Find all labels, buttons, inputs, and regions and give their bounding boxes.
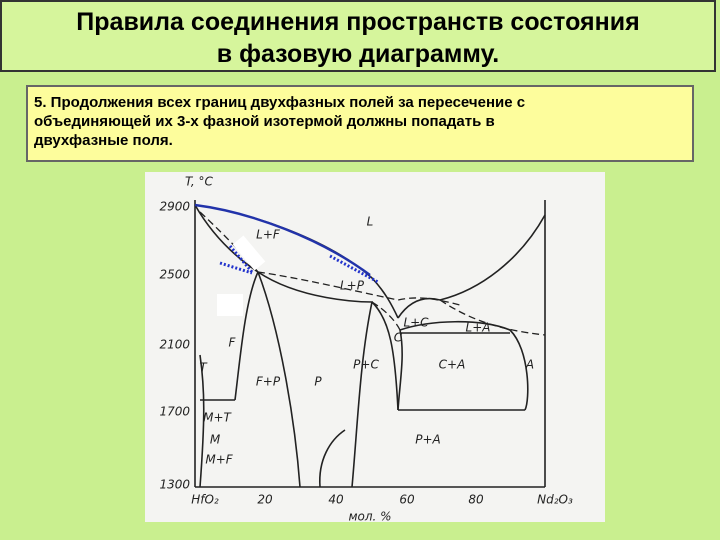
- highlight-line: [194, 203, 371, 276]
- region-label: T: [199, 361, 208, 375]
- region-label: F+P: [256, 375, 281, 389]
- x-tick-label: 60: [399, 493, 415, 507]
- x-tick-label: 20: [257, 493, 273, 507]
- title-line: в фазовую диаграмму.: [216, 40, 500, 68]
- y-tick-label: 2900: [159, 200, 190, 214]
- white-patch: [217, 294, 243, 316]
- region-label: M: [210, 433, 221, 447]
- region-label: P+C: [353, 358, 379, 372]
- region-label: L+F: [256, 228, 281, 242]
- region-label: P+A: [415, 433, 441, 447]
- white-patch: [232, 235, 266, 271]
- region-label: P: [314, 375, 322, 389]
- dotted-extensions: [219, 245, 379, 284]
- region-label: L+P: [340, 279, 365, 293]
- region-label: F: [229, 336, 237, 350]
- region-label: A: [525, 358, 534, 372]
- diagram-background: [145, 172, 605, 522]
- region-label: L: [367, 215, 374, 229]
- y-tick-label: 2100: [159, 338, 190, 352]
- slide-title: Правила соединения пространств состояния…: [0, 0, 716, 72]
- y-tick-label: 1300: [159, 478, 190, 492]
- region-label: L+A: [466, 321, 491, 335]
- title-line: Правила соединения пространств состояния: [76, 8, 640, 36]
- x-tick-label: 80: [468, 493, 484, 507]
- rule-box: 5. Продолжения всех границ двухфазных по…: [26, 85, 694, 162]
- y-axis-label: T, °C: [185, 175, 214, 189]
- x-axis-label: мол. %: [348, 510, 391, 524]
- rule-line: 5. Продолжения всех границ двухфазных по…: [34, 94, 526, 111]
- region-label: C+A: [439, 358, 466, 372]
- y-tick-label: 1700: [159, 405, 190, 419]
- rule-line: двухфазные поля.: [34, 132, 173, 149]
- x-tick-label: HfO₂: [191, 493, 219, 507]
- region-label: L+C: [403, 316, 429, 330]
- y-tick-label: 2500: [159, 268, 190, 282]
- x-tick-label: 40: [328, 493, 344, 507]
- region-label: M+T: [203, 411, 232, 425]
- rule-line: объединяющей их 3-х фазной изотермой дол…: [34, 113, 495, 130]
- x-tick-label: Nd₂O₃: [537, 493, 573, 507]
- region-label: M+F: [205, 453, 233, 467]
- region-label: C: [394, 331, 403, 345]
